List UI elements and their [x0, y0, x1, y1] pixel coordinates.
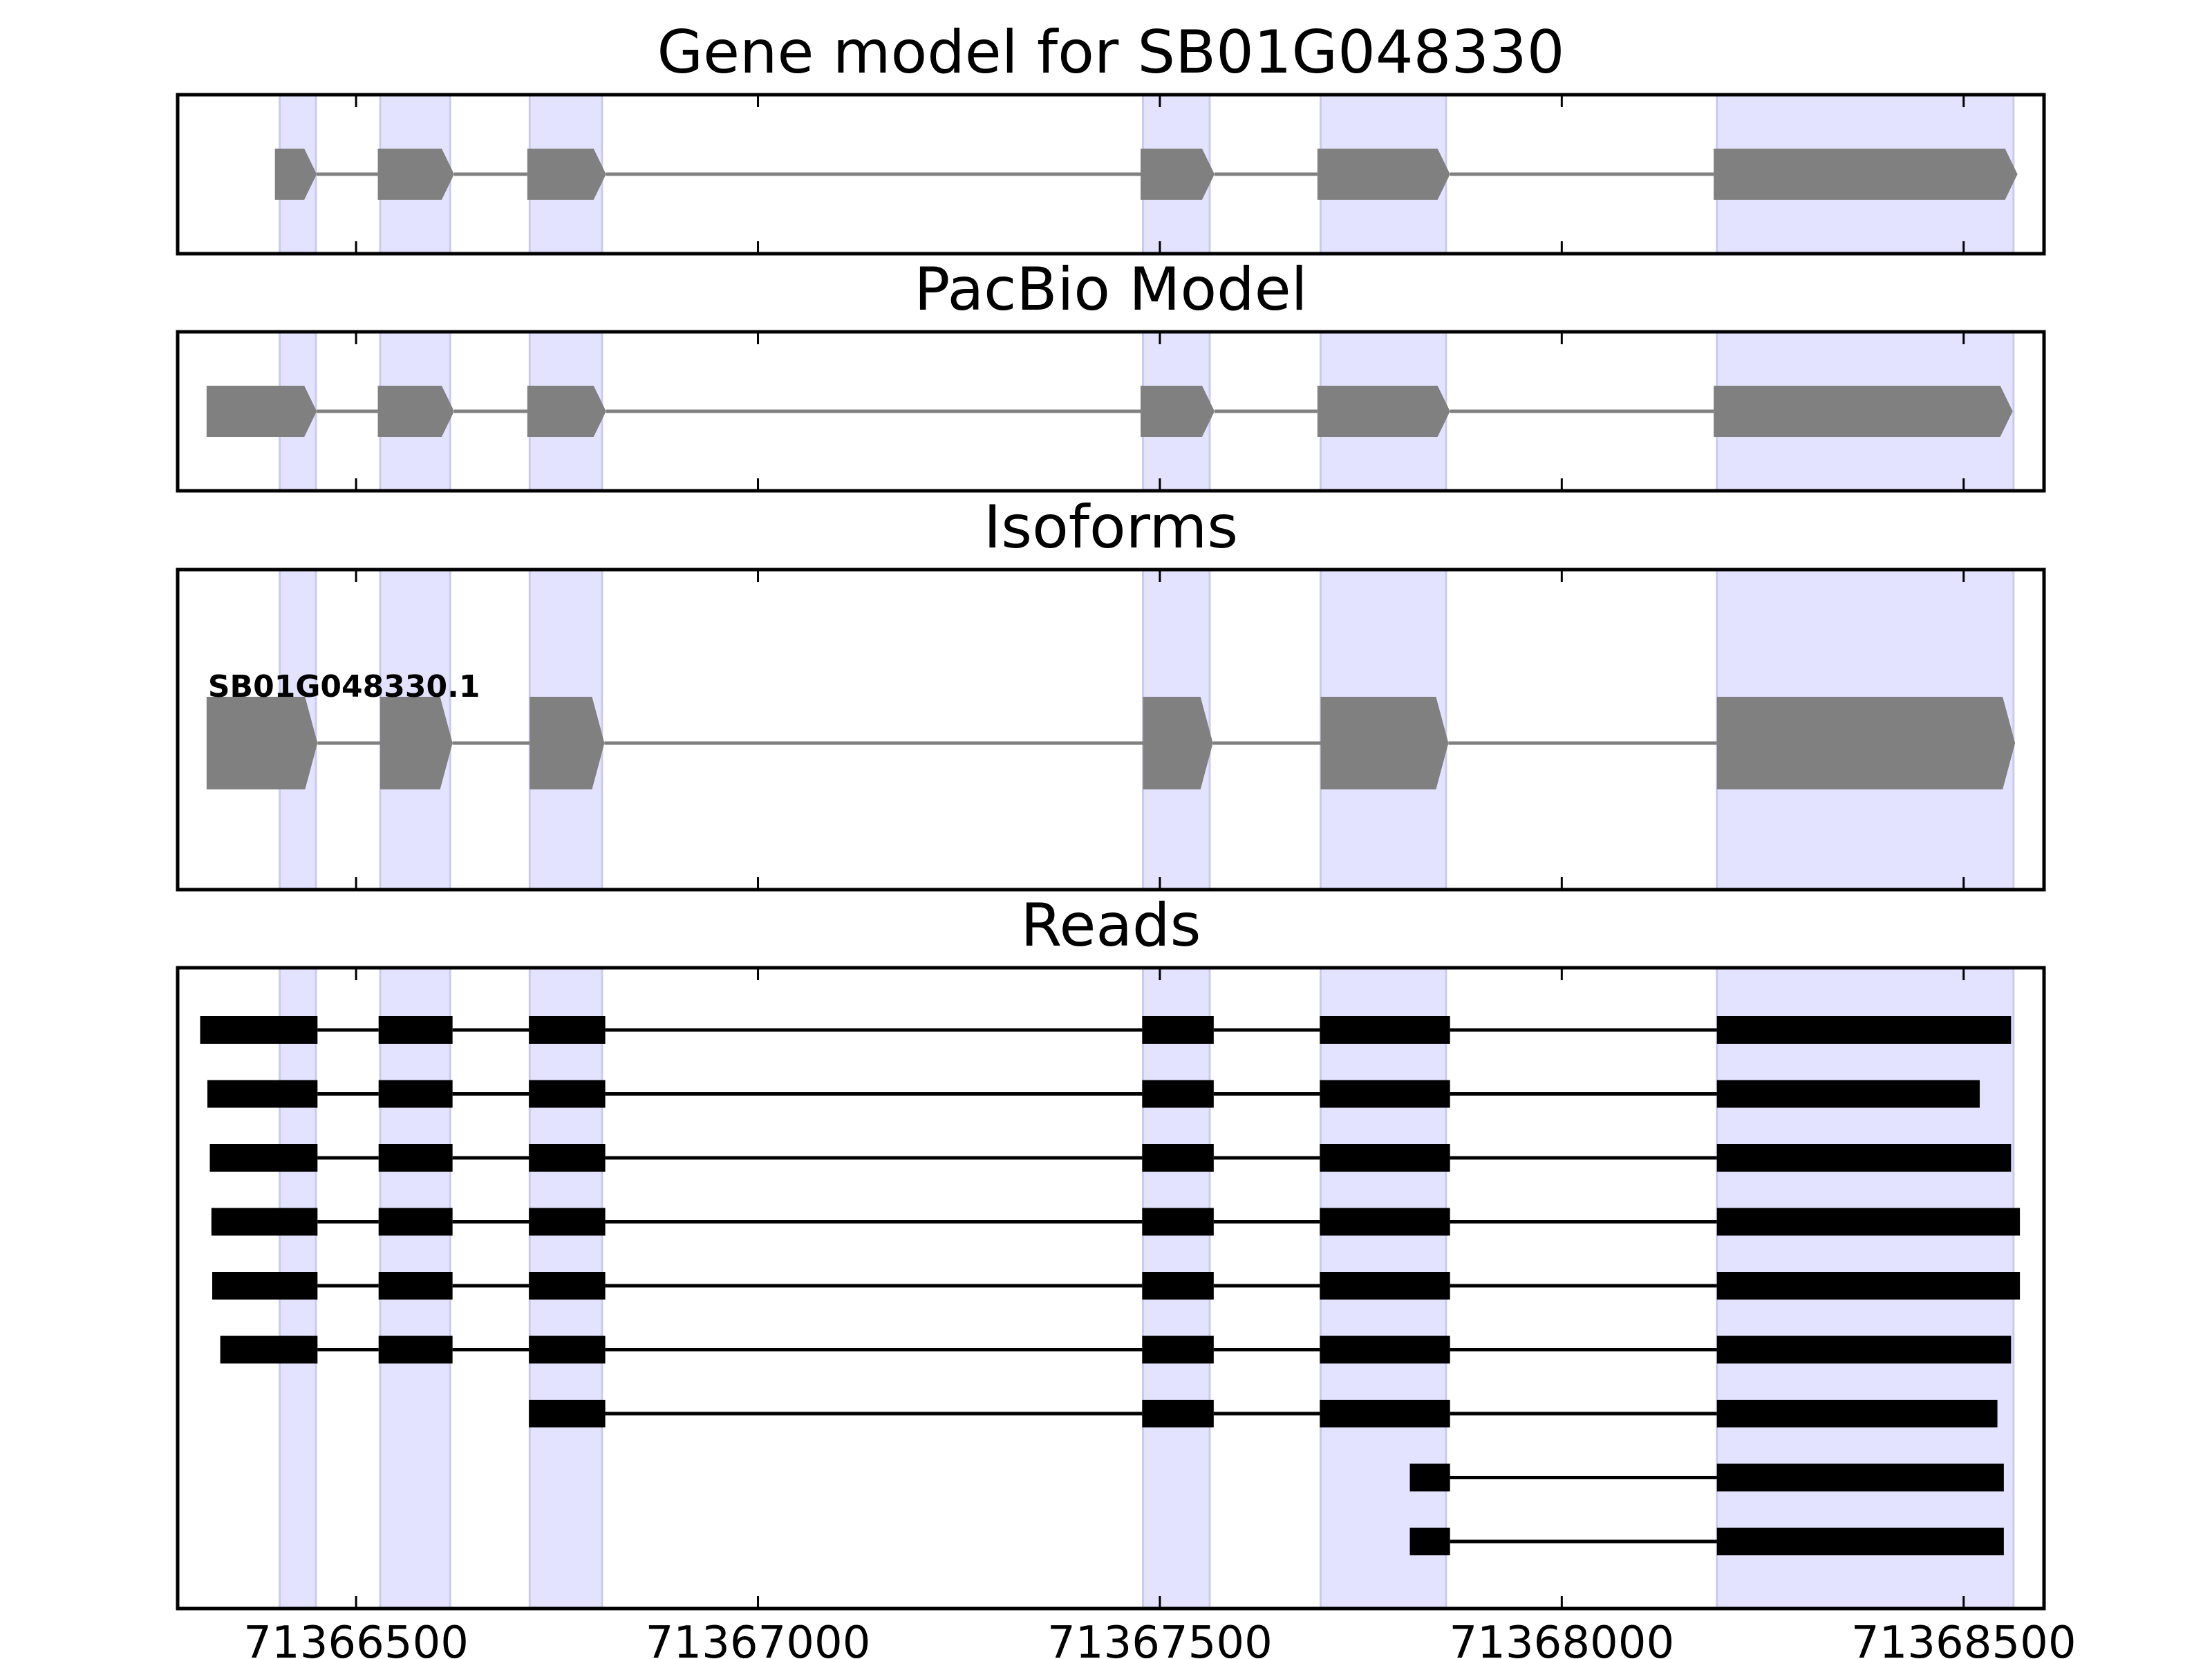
panel-title: Isoforms — [984, 493, 1238, 562]
read-track — [1409, 1463, 2004, 1492]
read-track — [209, 1144, 2012, 1172]
panel-model-1: PacBio Model — [176, 255, 2046, 493]
gene-model-track — [206, 386, 2013, 437]
panel-title: Reads — [1021, 891, 1201, 960]
read-exon-block — [1320, 1208, 1450, 1236]
exon-arrow — [1714, 149, 2018, 200]
exon-arrow — [1320, 697, 1449, 789]
read-exon-block — [1716, 1528, 2004, 1555]
read-exon-block — [529, 1208, 606, 1236]
read-exon-block — [529, 1400, 606, 1427]
panels: Gene model for SB01G048330 PacBio Model Is… — [176, 18, 2077, 1659]
read-exon-block — [378, 1335, 453, 1364]
read-exon-block — [1409, 1528, 1450, 1555]
exon-arrow — [527, 386, 606, 437]
panel-frame — [176, 568, 2046, 892]
read-exon-block — [378, 1080, 453, 1108]
read-track — [211, 1208, 2021, 1236]
read-exon-block — [1320, 1016, 1450, 1044]
read-exon-block — [1320, 1400, 1450, 1427]
exon-arrow — [1141, 149, 1215, 200]
read-exon-block — [378, 1144, 453, 1172]
panel-model-0: Gene model for SB01G048330 — [176, 18, 2046, 256]
x-axis: 71366500 71367000 71367500 71368000 71368500 — [243, 1618, 2076, 1659]
read-exon-block — [1716, 1080, 1980, 1108]
exon-arrow — [1143, 697, 1213, 789]
x-tick-label: 71366500 — [243, 1618, 469, 1659]
exon-arrow — [206, 386, 317, 437]
exon-arrow — [1317, 149, 1450, 200]
read-exon-block — [378, 1272, 453, 1300]
read-exon-block — [1142, 1144, 1214, 1172]
gene-model-track — [274, 149, 2018, 200]
read-exon-block — [211, 1208, 318, 1236]
read-exon-block — [529, 1335, 606, 1364]
read-exon-block — [1716, 1272, 2021, 1300]
exon-arrow — [274, 149, 317, 200]
read-exon-block — [1716, 1463, 2004, 1492]
exon-arrow — [527, 149, 606, 200]
x-tick-label: 71368000 — [1449, 1618, 1674, 1659]
read-exon-block — [1716, 1208, 2021, 1236]
read-exon-block — [1716, 1144, 2012, 1172]
x-tick-label: 71367500 — [1047, 1618, 1273, 1659]
isoform-label: SB01G048330.1 — [208, 669, 480, 704]
gene-model-track: SB01G048330.1 — [206, 669, 2016, 789]
panel-title: PacBio Model — [914, 255, 1307, 324]
read-exon-block — [220, 1335, 318, 1364]
read-track — [212, 1272, 2021, 1300]
read-exon-block — [200, 1016, 318, 1044]
x-tick-label: 71367000 — [646, 1618, 871, 1659]
read-track — [1409, 1528, 2004, 1555]
x-tick-label: 71368500 — [1851, 1618, 2077, 1659]
read-exon-block — [1320, 1144, 1450, 1172]
read-exon-block — [1142, 1272, 1214, 1300]
panel-frame — [176, 330, 2046, 493]
read-exon-block — [1320, 1080, 1450, 1108]
exon-arrow — [1141, 386, 1215, 437]
panel-frame — [176, 93, 2046, 256]
read-exon-block — [1320, 1272, 1450, 1300]
read-exon-block — [529, 1272, 606, 1300]
panel-title: Gene model for SB01G048330 — [657, 18, 1565, 87]
read-exon-block — [529, 1080, 606, 1108]
read-exon-block — [529, 1144, 606, 1172]
exon-arrow — [1317, 386, 1450, 437]
read-exon-block — [1142, 1016, 1214, 1044]
exon-arrow — [1714, 386, 2013, 437]
read-exon-block — [1716, 1400, 1998, 1427]
read-exon-block — [1716, 1335, 2012, 1364]
panel-frame — [176, 966, 2046, 1611]
exon-arrow — [1716, 697, 2016, 789]
read-exon-block — [1142, 1208, 1214, 1236]
exon-arrow — [380, 697, 453, 789]
read-exon-block — [1142, 1335, 1214, 1364]
read-exon-block — [1142, 1080, 1214, 1108]
read-track — [207, 1080, 1980, 1108]
read-track — [200, 1016, 2012, 1044]
read-exon-block — [209, 1144, 318, 1172]
panel-model-2: Isoforms SB01G048330.1 — [176, 493, 2046, 892]
read-exon-block — [1320, 1335, 1450, 1364]
exon-arrow — [377, 149, 454, 200]
read-exon-block — [529, 1016, 606, 1044]
read-exon-block — [1716, 1016, 2012, 1044]
exon-arrow — [206, 697, 318, 789]
exon-arrow — [377, 386, 454, 437]
read-exon-block — [378, 1208, 453, 1236]
read-exon-block — [1409, 1463, 1450, 1492]
panel-reads-3: Reads — [176, 891, 2046, 1611]
read-track — [529, 1400, 1998, 1427]
read-exon-block — [378, 1016, 453, 1044]
read-track — [220, 1335, 2012, 1364]
read-exon-block — [207, 1080, 318, 1108]
read-exon-block — [212, 1272, 318, 1300]
exon-arrow — [529, 697, 605, 789]
read-exon-block — [1142, 1400, 1214, 1427]
